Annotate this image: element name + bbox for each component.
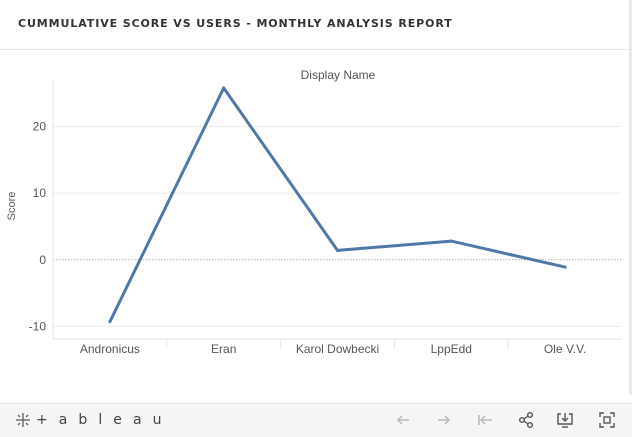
x-tick-label: Ole V.V.: [544, 342, 586, 356]
x-tick-label: Karol Dowbecki: [296, 342, 379, 356]
data-point: [563, 265, 567, 269]
series-line: [108, 86, 567, 324]
fullscreen-icon: [599, 412, 615, 428]
tableau-logo[interactable]: + a b l e a u: [14, 410, 165, 430]
revert-icon: [478, 415, 492, 425]
tableau-logo-text: + a b l e a u: [36, 412, 165, 428]
fullscreen-button[interactable]: [596, 409, 618, 431]
x-tick-label: Andronicus: [80, 342, 140, 356]
data-point: [336, 248, 339, 252]
redo-icon: [438, 415, 451, 425]
scrollbar-edge: [629, 0, 632, 437]
header-bar: CUMMULATIVE SCORE VS USERS - MONTHLY ANA…: [0, 0, 632, 50]
share-icon: [519, 412, 533, 428]
data-point: [449, 239, 453, 243]
download-button[interactable]: [554, 409, 576, 431]
data-point: [222, 86, 226, 90]
tableau-cross-icon: [16, 413, 30, 427]
undo-button[interactable]: [392, 409, 414, 431]
y-tick-label: 0: [39, 253, 46, 267]
undo-icon: [396, 415, 409, 425]
data-point: [108, 320, 112, 324]
download-icon: [557, 413, 573, 428]
page-title: CUMMULATIVE SCORE VS USERS - MONTHLY ANA…: [18, 17, 453, 30]
x-tick-label: Eran: [211, 342, 236, 356]
chart-title: Display Name: [301, 68, 376, 82]
x-tick-label: LppEdd: [431, 342, 472, 356]
toolbar: + a b l e a u: [0, 403, 632, 437]
revert-button[interactable]: [474, 409, 496, 431]
share-button[interactable]: [515, 409, 537, 431]
redo-button[interactable]: [433, 409, 455, 431]
chart-bottom-spacer: [0, 395, 632, 403]
line-chart: -10 0 10 20 Andronicus Eran Karol Dowbecki LppE…: [6, 68, 622, 356]
y-axis-label: Score: [6, 192, 18, 221]
y-tick-label: 10: [33, 186, 47, 200]
y-tick-label: -10: [29, 319, 47, 333]
y-tick-label: 20: [33, 120, 47, 134]
